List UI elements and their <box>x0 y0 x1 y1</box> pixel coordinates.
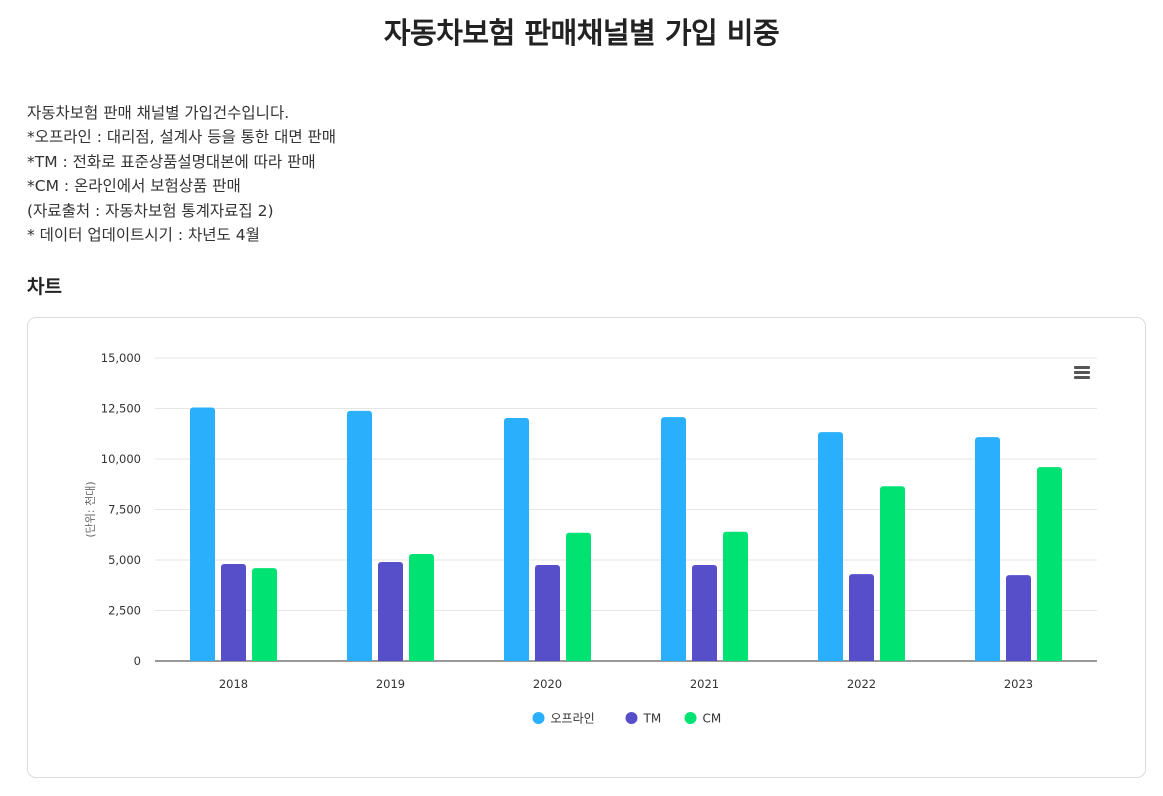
description-line: 자동차보험 판매 채널별 가입건수입니다. <box>27 104 290 122</box>
legend-label: TM <box>643 712 662 726</box>
y-tick-label: 0 <box>134 654 141 668</box>
bar-base <box>1006 657 1031 661</box>
bar <box>723 531 748 661</box>
description-line: *오프라인 : 대리점, 설계사 등을 통한 대면 판매 <box>27 128 337 147</box>
bar <box>818 432 843 661</box>
bar <box>535 565 560 661</box>
chart-card: 0 2,500 5,000 7,500 10,000 12,500 15,000 (단위: 천… <box>27 317 1146 778</box>
section-title: 차트 <box>27 276 62 298</box>
x-tick-label: 2019 <box>376 677 405 691</box>
bar-base <box>378 657 403 661</box>
bar <box>504 417 529 661</box>
bar <box>661 417 686 661</box>
bar <box>409 553 434 661</box>
bar <box>880 486 905 661</box>
bar-base <box>504 657 529 661</box>
hamburger-menu-icon[interactable] <box>1072 362 1092 382</box>
description-block: 자동차보험 판매 채널별 가입건수입니다. *오프라인 : 대리점, 설계사 등… <box>27 101 336 247</box>
bar-base <box>849 657 874 661</box>
y-tick-label: 10,000 <box>101 452 141 466</box>
bar-chart: 0 2,500 5,000 7,500 10,000 12,500 15,000 (단위: 천… <box>83 351 1097 726</box>
bar <box>378 562 403 661</box>
description-line: *TM : 전화로 표준상품설명대본에 따라 판매 <box>27 152 316 171</box>
bar-base <box>347 657 372 661</box>
bar <box>975 437 1000 661</box>
bar-base <box>190 657 215 661</box>
bar <box>849 574 874 661</box>
legend-label: CM <box>703 712 722 726</box>
bar-base <box>535 657 560 661</box>
legend-marker <box>684 712 697 724</box>
description-line: * 데이터 업데이트시기 : 차년도 4월 <box>27 226 260 245</box>
y-tick-label: 2,500 <box>108 604 141 618</box>
x-tick-label: 2020 <box>533 677 562 691</box>
legend-marker <box>532 712 545 724</box>
bar <box>347 410 372 661</box>
x-tick-label: 2023 <box>1004 677 1033 691</box>
bar <box>252 568 277 661</box>
x-tick-label: 2022 <box>847 677 876 691</box>
bar-base <box>221 657 246 661</box>
bar <box>190 407 215 661</box>
page-title: 자동차보험 판매채널별 가입 비중 <box>383 16 780 50</box>
bar <box>1037 467 1062 661</box>
bar <box>1006 575 1031 661</box>
y-tick-label: 15,000 <box>101 351 141 365</box>
bar-base <box>566 657 591 661</box>
bar-base <box>692 657 717 661</box>
bar <box>566 532 591 661</box>
legend-marker <box>625 712 638 724</box>
bar-base <box>1037 657 1062 661</box>
x-tick-label: 2018 <box>219 677 248 691</box>
description-line: *CM : 온라인에서 보험상품 판매 <box>27 177 241 196</box>
legend-label: 오프라인 <box>551 712 595 726</box>
bar-base <box>975 657 1000 661</box>
y-tick-label: 12,500 <box>101 402 141 416</box>
bar-base <box>252 657 277 661</box>
bar-base <box>409 657 434 661</box>
description-line: (자료출처 : 자동차보험 통계자료집 2) <box>27 201 274 220</box>
y-axis-title: (단위: 천대) <box>83 481 97 537</box>
bar <box>692 565 717 661</box>
bar-base <box>818 657 843 661</box>
y-tick-label: 5,000 <box>108 553 141 567</box>
x-tick-label: 2021 <box>690 677 719 691</box>
bar-base <box>723 657 748 661</box>
bar-base <box>661 657 686 661</box>
y-tick-label: 7,500 <box>108 503 141 517</box>
bar-base <box>880 657 905 661</box>
bar <box>221 564 246 661</box>
